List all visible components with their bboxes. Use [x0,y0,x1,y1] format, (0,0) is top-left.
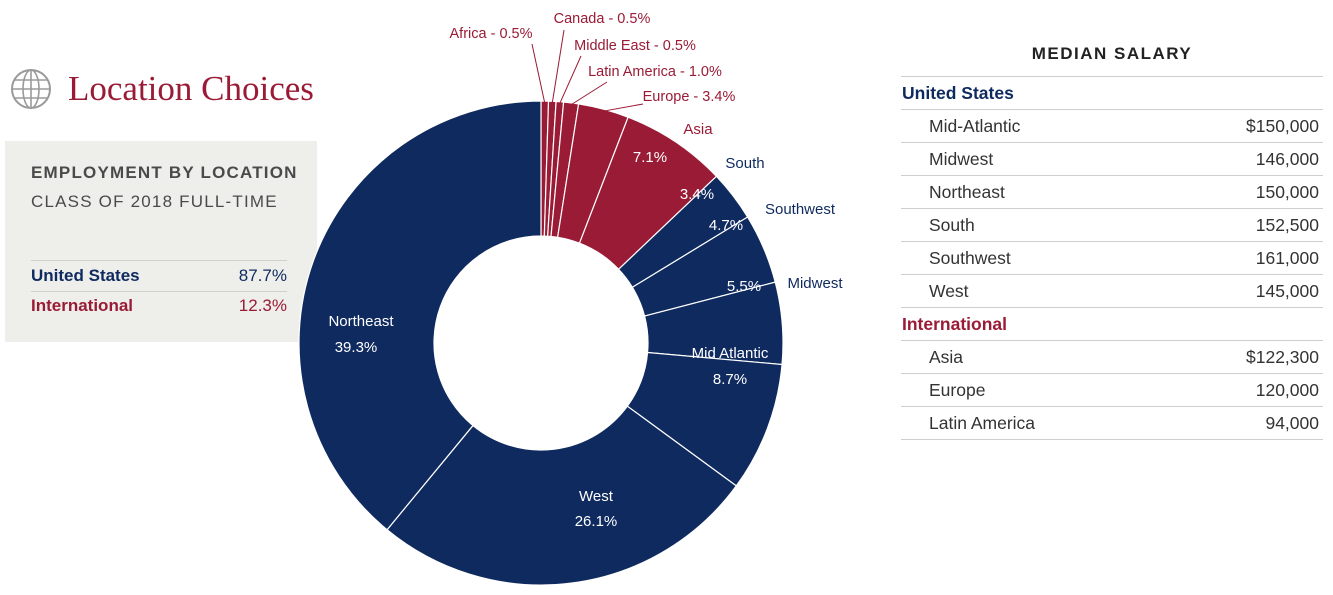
salary-row: Asia $122,300 [901,340,1323,373]
salary-value: 152,500 [1255,214,1319,235]
leader-line [531,43,546,104]
salary-value: $150,000 [1246,115,1319,136]
summary-value: 87.7% [238,266,287,285]
leader-line [570,81,608,106]
slice-west [386,405,738,586]
slice-name-label: West [579,488,614,505]
salary-value: 94,000 [1265,412,1319,433]
salary-value: 161,000 [1255,247,1319,268]
globe-icon [11,69,51,109]
slice-outer-label: Africa - 0.5% [450,26,533,42]
salary-value: 145,000 [1255,280,1319,301]
slice-outer-label: Europe - 3.4% [643,89,736,105]
salary-region-name: Asia [929,346,964,367]
salary-row: Midwest 146,000 [901,142,1323,175]
salary-group-header: United States [901,76,1323,109]
salary-row: South 152,500 [901,208,1323,241]
slice-value-label: 8.7% [713,371,747,388]
salary-title: MEDIAN SALARY [1031,44,1193,63]
slice-northeast [298,100,542,531]
salary-region-name: Midwest [929,148,994,169]
slice-name-label: Midwest [787,275,843,292]
salary-region-name: United States [902,82,1014,103]
slice-value-label: 4.7% [709,217,743,234]
salary-region-name: South [929,214,975,235]
leader-line [551,29,565,104]
salary-value: 150,000 [1255,181,1319,202]
slice-outer-label: Canada - 0.5% [554,11,651,27]
salary-row: Mid-Atlantic $150,000 [901,109,1323,142]
salary-region-name: Mid-Atlantic [929,115,1021,136]
salary-value: $122,300 [1246,346,1319,367]
salary-row: Southwest 161,000 [901,241,1323,274]
salary-row: West 145,000 [901,274,1323,307]
slice-value-label: 7.1% [633,149,667,166]
summary-label: International [31,296,134,315]
slice-name-label: South [725,155,764,172]
slice-value-label: 3.4% [680,186,714,203]
slice-name-label: Asia [683,121,713,138]
summary-title: EMPLOYMENT BY LOCATION [31,163,298,182]
slice-name-label: Southwest [765,201,836,218]
slice-value-label: 5.5% [727,278,761,295]
employment-summary-panel: EMPLOYMENT BY LOCATION CLASS OF 2018 FUL… [5,141,317,342]
slice-name-label: Northeast [328,313,394,330]
employment-donut-chart: Africa - 0.5% Canada - 0.5% Middle East - … [298,11,843,586]
salary-region-name: Southwest [929,247,1011,268]
median-salary-table: MEDIAN SALARY United States Mid-Atlantic $… [901,38,1323,440]
salary-value: 120,000 [1255,379,1319,400]
summary-value: 12.3% [238,296,287,315]
slice-outer-label: Latin America - 1.0% [588,64,722,80]
salary-region-name: Northeast [929,181,1005,202]
slice-name-label: Mid Atlantic [692,345,769,362]
salary-region-name: Europe [929,379,986,400]
slice-value-label: 26.1% [575,513,618,530]
salary-row: Latin America 94,000 [901,406,1323,440]
summary-row-united-states: United States 87.7% [31,260,287,292]
summary-subtitle: CLASS OF 2018 FULL-TIME [31,192,278,211]
summary-row-international: International 12.3% [31,291,287,321]
slice-value-label: 39.3% [335,339,378,356]
salary-region-name: Latin America [929,412,1036,433]
leader-line [559,55,582,104]
slice-outer-label: Middle East - 0.5% [574,38,696,54]
summary-label: United States [31,266,140,285]
salary-region-name: International [902,313,1008,334]
leader-line [603,103,644,112]
salary-row: Europe 120,000 [901,373,1323,406]
salary-region-name: West [929,280,969,301]
salary-row: Northeast 150,000 [901,175,1323,208]
salary-group-header: International [901,307,1323,340]
salary-value: 146,000 [1255,148,1319,169]
page-header: Location Choices [10,68,314,110]
page-title: Location Choices [68,69,314,108]
